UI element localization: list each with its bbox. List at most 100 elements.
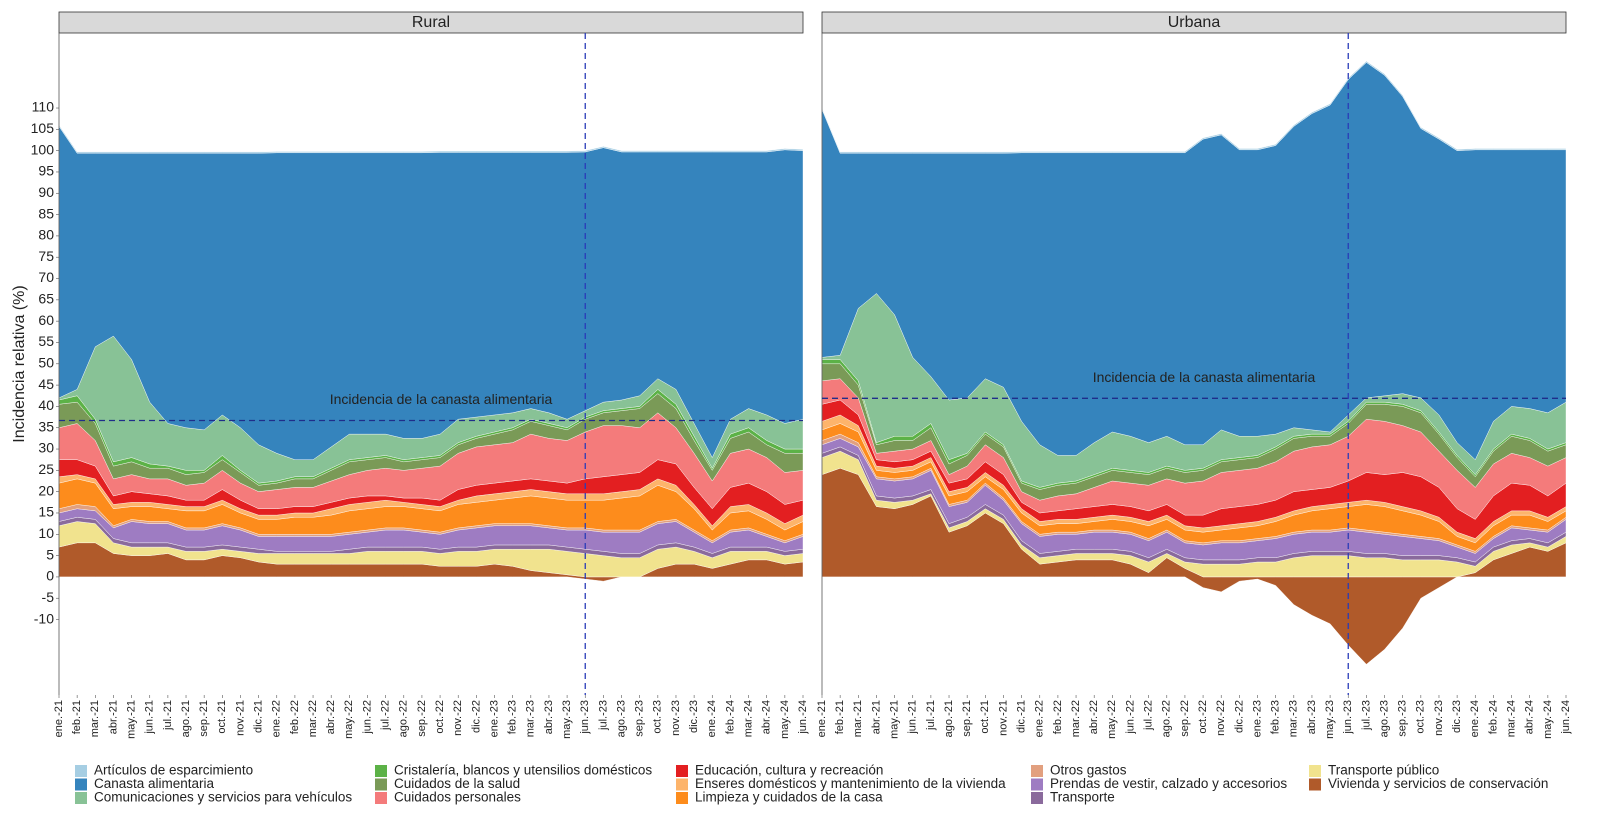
x-tick-label: ago.-23 (1378, 700, 1390, 737)
x-tick-label: abr.-23 (1306, 700, 1318, 734)
legend-label: Comunicaciones y servicios para vehículo… (94, 790, 352, 805)
y-tick-label: 60 (38, 312, 54, 328)
x-tick-label: abr.-21 (870, 700, 882, 734)
legend-item: Educación, cultura y recreación (676, 763, 883, 778)
legend-item: Vivienda y servicios de conservación (1309, 776, 1548, 791)
x-tick-label: mar.-22 (307, 700, 319, 737)
x-tick-label: dic.-21 (1016, 700, 1028, 733)
x-tick-label: ene.-23 (1251, 700, 1263, 737)
x-tick-label: sep.-23 (634, 700, 646, 737)
x-tick-label: mar.-21 (89, 700, 101, 737)
x-tick-label: sep.-21 (961, 700, 973, 737)
x-tick-label: may.-23 (561, 700, 573, 739)
x-tick-label: abr.-24 (1524, 700, 1536, 734)
x-tick-label: nov.-23 (670, 700, 682, 736)
x-tick-label: sep.-21 (198, 700, 210, 737)
legend-item: Artículos de esparcimiento (75, 763, 253, 778)
x-tick-label: nov.-22 (452, 700, 464, 736)
x-tick-label: may.-21 (888, 700, 900, 739)
x-tick-label: mar.-21 (852, 700, 864, 737)
x-tick-label: mar.-23 (525, 700, 537, 737)
legend-item: Cuidados de la salud (375, 776, 520, 791)
legend-item: Transporte público (1309, 763, 1439, 778)
y-tick-label: 35 (38, 418, 54, 434)
x-tick-label: feb.-21 (834, 700, 846, 734)
x-tick-label: dic.-22 (1233, 700, 1245, 733)
legend-item: Otros gastos (1031, 763, 1127, 778)
x-tick-label: ago.-21 (943, 700, 955, 737)
legend-label: Canasta alimentaria (94, 776, 215, 791)
reference-label: Incidencia de la canasta alimentaria (1093, 369, 1316, 385)
y-tick-label: 40 (38, 397, 54, 413)
y-tick-label: 0 (46, 568, 54, 584)
x-tick-label: may.-22 (1106, 700, 1118, 739)
x-tick-label: jul.-23 (1360, 700, 1372, 731)
x-tick-label: may.-23 (1324, 700, 1336, 739)
x-tick-label: sep.-23 (1397, 700, 1409, 737)
x-tick-label: dic.-23 (688, 700, 700, 733)
legend-swatch (375, 765, 387, 777)
x-tick-label: jun.-21 (907, 700, 919, 735)
x-tick-label: dic.-21 (253, 700, 265, 733)
x-tick-label: may.-24 (1542, 700, 1554, 739)
x-tick-label: feb.-23 (1270, 700, 1282, 734)
x-tick-label: ene.-24 (706, 700, 718, 737)
y-tick-label: 105 (31, 120, 55, 136)
area (58, 125, 804, 460)
x-tick-label: oct.-22 (434, 700, 446, 734)
x-tick-label: ene.-22 (271, 700, 283, 737)
legend-item: Prendas de vestir, calzado y accesorios (1031, 776, 1287, 791)
legend-label: Enseres domésticos y mantenimiento de la… (695, 776, 1006, 791)
y-tick-label: 100 (31, 141, 55, 157)
y-tick-label: 90 (38, 184, 54, 200)
legend-swatch (75, 765, 87, 777)
x-tick-label: abr.-22 (325, 700, 337, 734)
x-tick-label: feb.-24 (724, 700, 736, 734)
x-tick-label: feb.-24 (1487, 700, 1499, 734)
x-tick-label: oct.-22 (1197, 700, 1209, 734)
x-tick-label: oct.-23 (652, 700, 664, 734)
y-tick-label: 110 (32, 99, 55, 115)
area (58, 124, 804, 154)
legend-swatch (75, 792, 87, 804)
legend-label: Transporte (1050, 790, 1115, 805)
x-tick-label: ago.-21 (180, 700, 192, 737)
legend-swatch (676, 778, 688, 791)
x-tick-label: oct.-21 (216, 700, 228, 734)
x-tick-label: nov.-21 (997, 700, 1009, 736)
legend-label: Transporte público (1328, 763, 1439, 778)
legend-swatch (1031, 765, 1043, 777)
x-tick-label: ene.-24 (1469, 700, 1481, 737)
x-tick-label: jun.-22 (1124, 700, 1136, 735)
y-tick-label: 85 (38, 205, 54, 221)
y-tick-label: 5 (46, 546, 54, 562)
x-tick-label: abr.-24 (761, 700, 773, 734)
x-tick-label: dic.-23 (1451, 700, 1463, 733)
legend-item: Comunicaciones y servicios para vehículo… (75, 790, 352, 805)
legend-label: Otros gastos (1050, 763, 1127, 778)
x-tick-label: jun.-24 (1560, 700, 1572, 735)
x-tick-label: sep.-22 (1179, 700, 1191, 737)
x-tick-label: ago.-23 (615, 700, 627, 737)
legend-label: Cuidados personales (394, 790, 521, 805)
x-tick-label: feb.-23 (507, 700, 519, 734)
y-tick-label: 70 (38, 269, 54, 285)
x-tick-label: mar.-22 (1070, 700, 1082, 737)
x-tick-label: sep.-22 (416, 700, 428, 737)
legend-label: Prendas de vestir, calzado y accesorios (1050, 776, 1287, 791)
x-tick-label: nov.-22 (1215, 700, 1227, 736)
legend-swatch (1309, 765, 1321, 777)
x-tick-label: abr.-22 (1088, 700, 1100, 734)
x-tick-label: oct.-21 (979, 700, 991, 734)
y-tick-label: 15 (38, 504, 54, 520)
legend-swatch (676, 792, 688, 804)
y-tick-label: -5 (42, 589, 55, 605)
x-tick-label: feb.-22 (289, 700, 301, 734)
y-tick-label: 75 (38, 248, 54, 264)
y-tick-label: 55 (38, 333, 54, 349)
x-tick-label: jul.-22 (380, 700, 392, 731)
y-tick-label: 65 (38, 291, 54, 307)
y-tick-label: 20 (38, 482, 54, 498)
x-tick-label: nov.-23 (1433, 700, 1445, 736)
